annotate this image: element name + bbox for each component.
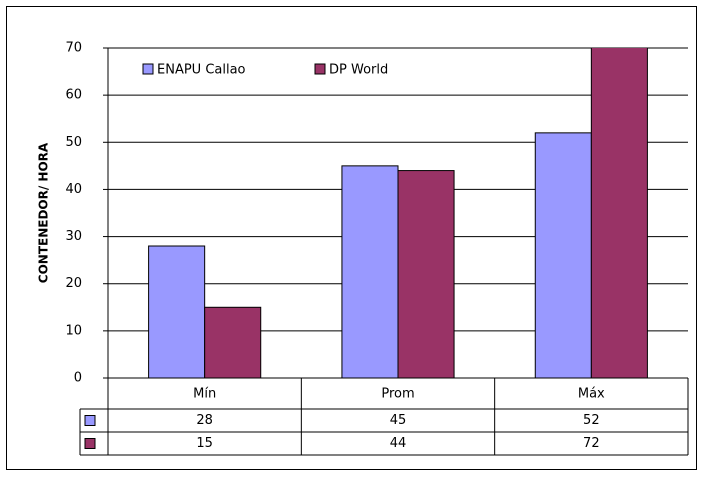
bar <box>534 132 592 378</box>
x-tick-label: Máx <box>578 387 605 402</box>
legend-label: DP World <box>329 63 388 78</box>
y-tick-label: 0 <box>74 371 82 386</box>
bar <box>341 165 399 378</box>
legend-swatch <box>314 63 326 75</box>
y-tick-label: 40 <box>65 182 82 197</box>
y-tick-label: 20 <box>65 276 82 291</box>
y-tick-label: 50 <box>65 135 82 150</box>
table-legend-key <box>84 438 96 449</box>
table-value: 15 <box>196 436 213 451</box>
bar <box>148 245 206 378</box>
table-value: 28 <box>196 413 213 428</box>
bar <box>204 306 262 378</box>
table-value: 45 <box>390 413 407 428</box>
table-value: 72 <box>583 436 600 451</box>
x-tick-label: Prom <box>381 387 414 402</box>
legend-label: ENAPU Callao <box>157 63 246 78</box>
table-value: 52 <box>583 413 600 428</box>
y-tick-label: 30 <box>65 229 82 244</box>
table-value: 44 <box>390 436 407 451</box>
bar <box>397 170 455 378</box>
y-tick-label: 60 <box>65 88 82 103</box>
y-tick-label: 10 <box>65 323 82 338</box>
legend-swatch <box>142 63 154 75</box>
x-tick-label: Mín <box>193 387 216 402</box>
y-axis-label: CONTENEDOR/ HORA <box>37 142 51 283</box>
plot-bars <box>148 48 648 378</box>
y-tick-label: 70 <box>65 41 82 56</box>
bar <box>590 48 648 378</box>
table-legend-key <box>84 415 96 426</box>
